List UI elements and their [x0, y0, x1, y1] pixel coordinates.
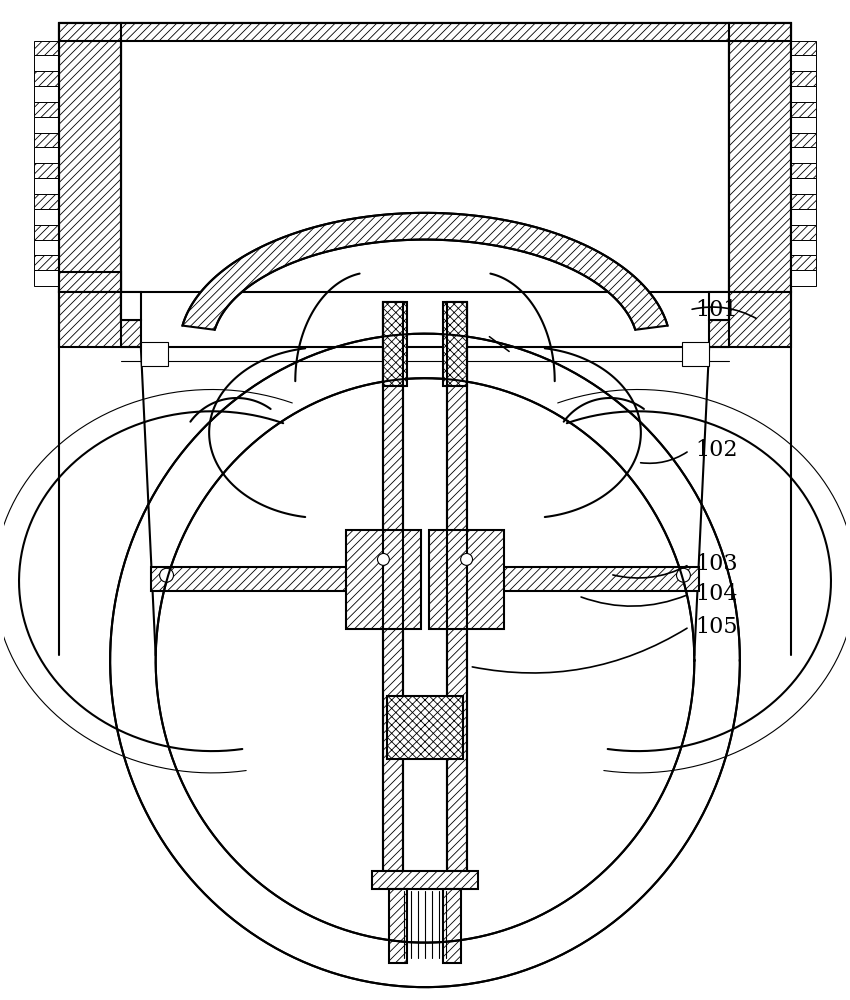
Polygon shape: [467, 567, 700, 591]
Polygon shape: [34, 133, 59, 147]
Polygon shape: [371, 871, 479, 889]
Polygon shape: [729, 23, 791, 292]
Polygon shape: [34, 86, 59, 102]
Polygon shape: [791, 55, 816, 71]
Polygon shape: [34, 41, 59, 55]
Polygon shape: [34, 209, 59, 225]
Polygon shape: [383, 302, 403, 871]
Polygon shape: [388, 696, 462, 759]
Text: 105: 105: [695, 616, 738, 638]
Polygon shape: [141, 342, 167, 366]
Circle shape: [160, 568, 173, 582]
Text: 101: 101: [695, 299, 738, 321]
Polygon shape: [791, 163, 816, 178]
Polygon shape: [709, 292, 791, 347]
Polygon shape: [34, 71, 59, 86]
Text: 102: 102: [695, 439, 738, 461]
Polygon shape: [791, 86, 816, 102]
Polygon shape: [791, 147, 816, 163]
Polygon shape: [791, 41, 816, 55]
Polygon shape: [34, 147, 59, 163]
Polygon shape: [34, 117, 59, 133]
Polygon shape: [709, 292, 729, 320]
Polygon shape: [791, 102, 816, 117]
Polygon shape: [59, 23, 121, 292]
Polygon shape: [121, 292, 141, 320]
Text: 104: 104: [695, 583, 738, 605]
Polygon shape: [34, 240, 59, 255]
Polygon shape: [346, 530, 421, 629]
Polygon shape: [383, 302, 407, 386]
Polygon shape: [791, 225, 816, 240]
Polygon shape: [59, 23, 791, 41]
Polygon shape: [791, 133, 816, 147]
Polygon shape: [683, 342, 709, 366]
Polygon shape: [183, 213, 667, 330]
Polygon shape: [34, 270, 59, 286]
Polygon shape: [791, 71, 816, 86]
Polygon shape: [447, 302, 467, 871]
Circle shape: [677, 568, 690, 582]
Polygon shape: [34, 194, 59, 209]
Polygon shape: [791, 209, 816, 225]
Polygon shape: [34, 102, 59, 117]
Polygon shape: [791, 117, 816, 133]
Polygon shape: [34, 178, 59, 194]
Circle shape: [461, 553, 473, 565]
Polygon shape: [110, 660, 740, 987]
Polygon shape: [791, 270, 816, 286]
Polygon shape: [429, 530, 504, 629]
Polygon shape: [443, 889, 461, 963]
Text: 103: 103: [695, 553, 738, 575]
Polygon shape: [121, 23, 729, 292]
Polygon shape: [150, 567, 383, 591]
Circle shape: [377, 553, 389, 565]
Polygon shape: [34, 225, 59, 240]
Polygon shape: [59, 347, 156, 655]
Polygon shape: [791, 255, 816, 270]
Polygon shape: [791, 178, 816, 194]
Polygon shape: [34, 55, 59, 71]
Polygon shape: [59, 272, 121, 292]
Polygon shape: [694, 347, 791, 655]
Polygon shape: [34, 255, 59, 270]
Polygon shape: [791, 194, 816, 209]
Polygon shape: [110, 334, 740, 660]
Polygon shape: [34, 163, 59, 178]
Polygon shape: [59, 292, 141, 347]
Polygon shape: [443, 302, 467, 386]
Polygon shape: [791, 240, 816, 255]
Polygon shape: [389, 889, 407, 963]
